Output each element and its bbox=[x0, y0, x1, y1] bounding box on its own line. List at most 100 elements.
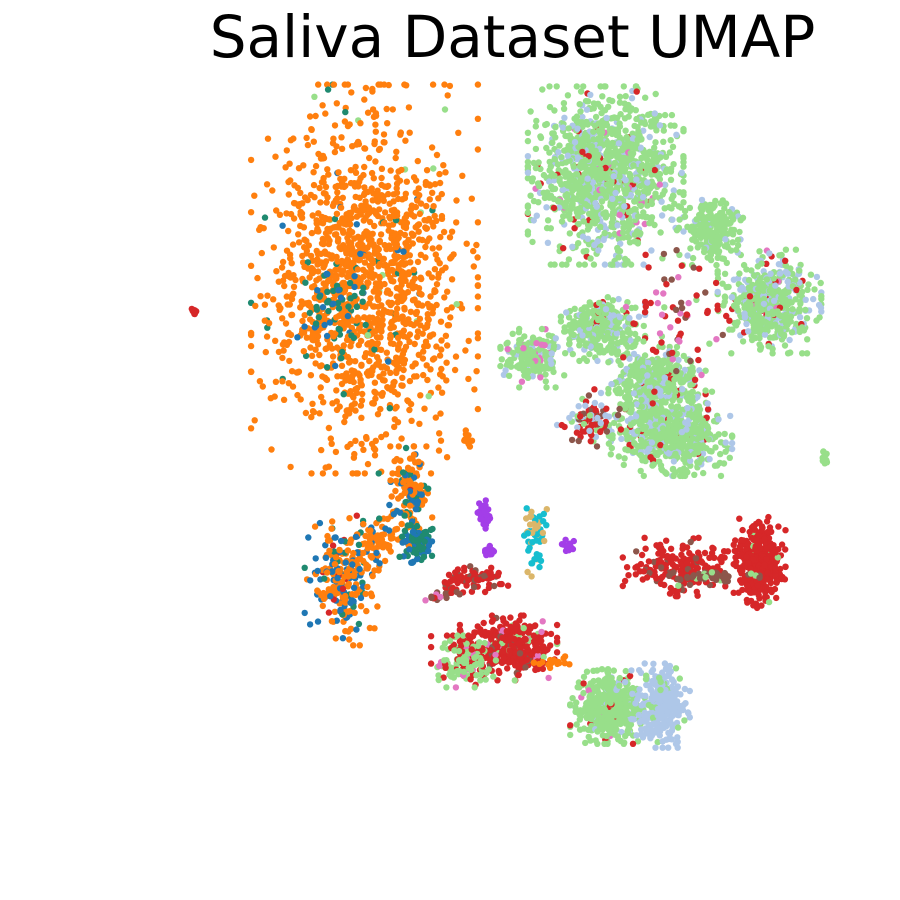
scatter-point bbox=[331, 560, 339, 568]
scatter-point bbox=[281, 339, 288, 346]
scatter-point bbox=[609, 261, 616, 268]
scatter-point bbox=[303, 247, 311, 255]
scatter-point bbox=[615, 385, 623, 392]
scatter-point bbox=[713, 217, 720, 224]
scatter-point bbox=[324, 166, 331, 173]
scatter-point bbox=[443, 307, 451, 314]
scatter-point bbox=[410, 451, 418, 458]
scatter-point bbox=[532, 123, 539, 130]
scatter-point bbox=[576, 261, 583, 268]
scatter-point bbox=[560, 105, 568, 113]
scatter-point bbox=[730, 276, 738, 283]
scatter-point bbox=[793, 286, 800, 294]
scatter-point bbox=[763, 276, 771, 283]
scatter-point bbox=[374, 289, 381, 296]
scatter-point bbox=[427, 293, 434, 300]
scatter-point bbox=[615, 254, 622, 261]
scatter-point bbox=[734, 319, 741, 326]
scatter-point bbox=[704, 254, 711, 261]
scatter-point bbox=[416, 236, 423, 243]
scatter-point bbox=[474, 274, 482, 281]
scatter-point bbox=[313, 227, 321, 235]
scatter-point bbox=[441, 106, 449, 113]
scatter-point bbox=[349, 572, 356, 579]
scatter-point bbox=[562, 173, 569, 180]
scatter-point bbox=[346, 515, 353, 522]
scatter-point bbox=[381, 557, 389, 565]
scatter-point bbox=[583, 247, 590, 255]
scatter-point bbox=[357, 376, 364, 383]
scatter-point bbox=[318, 446, 325, 454]
scatter-point bbox=[622, 190, 629, 197]
scatter-point bbox=[292, 276, 299, 284]
scatter-point bbox=[668, 111, 676, 119]
scatter-point bbox=[661, 374, 668, 381]
scatter-point bbox=[429, 189, 436, 196]
scatter-point bbox=[290, 283, 298, 290]
scatter-point bbox=[378, 165, 386, 172]
scatter-point bbox=[388, 207, 395, 214]
scatter-point bbox=[361, 314, 368, 321]
scatter-point bbox=[667, 122, 674, 129]
scatter-point bbox=[788, 329, 796, 336]
scatter-point bbox=[602, 83, 609, 90]
scatter-point bbox=[406, 455, 414, 462]
scatter-point bbox=[400, 254, 407, 261]
scatter-point bbox=[350, 642, 357, 649]
scatter-point bbox=[658, 198, 665, 205]
scatter-point bbox=[569, 187, 576, 194]
scatter-point bbox=[426, 182, 434, 189]
scatter-point bbox=[319, 102, 326, 109]
scatter-point bbox=[380, 370, 387, 377]
scatter-point bbox=[420, 553, 428, 561]
scatter-point bbox=[314, 587, 321, 594]
scatter-point bbox=[626, 314, 633, 322]
scatter-point bbox=[652, 139, 659, 146]
scatter-point bbox=[373, 549, 380, 557]
scatter-point bbox=[364, 109, 372, 116]
scatter-point bbox=[351, 182, 358, 189]
scatter-point bbox=[381, 209, 389, 216]
scatter-point bbox=[307, 372, 315, 379]
scatter-point bbox=[349, 561, 356, 568]
scatter-point bbox=[670, 161, 677, 168]
scatter-point bbox=[371, 247, 379, 254]
scatter-point bbox=[308, 470, 315, 477]
scatter-point bbox=[646, 133, 653, 141]
scatter-point bbox=[529, 238, 536, 246]
scatter-point bbox=[309, 400, 316, 407]
scatter-point bbox=[590, 307, 597, 314]
scatter-point bbox=[301, 312, 308, 319]
scatter-point bbox=[391, 423, 398, 431]
scatter-point bbox=[606, 184, 613, 192]
scatter-point bbox=[446, 234, 454, 241]
scatter-point bbox=[394, 334, 402, 341]
scatter-point bbox=[362, 321, 369, 329]
scatter-point bbox=[701, 245, 708, 253]
scatter-point bbox=[640, 127, 647, 134]
scatter-point bbox=[392, 154, 399, 162]
scatter-point bbox=[721, 293, 729, 300]
scatter-point bbox=[649, 378, 656, 385]
scatter-point bbox=[550, 130, 557, 137]
scatter-point bbox=[405, 236, 412, 244]
scatter-point bbox=[551, 107, 558, 114]
scatter-point bbox=[323, 364, 331, 371]
scatter-point bbox=[323, 199, 330, 206]
scatter-point bbox=[425, 270, 432, 277]
scatter-point bbox=[515, 362, 522, 369]
scatter-point bbox=[603, 121, 611, 129]
scatter-point bbox=[316, 293, 323, 300]
scatter-point bbox=[328, 345, 336, 352]
scatter-point bbox=[444, 92, 451, 99]
scatter-point bbox=[474, 81, 482, 88]
scatter-point bbox=[656, 122, 664, 129]
scatter-point bbox=[509, 330, 516, 337]
scatter-point bbox=[355, 341, 362, 349]
scatter-point bbox=[370, 400, 377, 407]
scatter-point bbox=[746, 293, 754, 300]
scatter-point bbox=[406, 338, 413, 346]
scatter-point bbox=[358, 202, 365, 209]
scatter-point bbox=[634, 136, 641, 143]
scatter-point bbox=[346, 279, 354, 287]
